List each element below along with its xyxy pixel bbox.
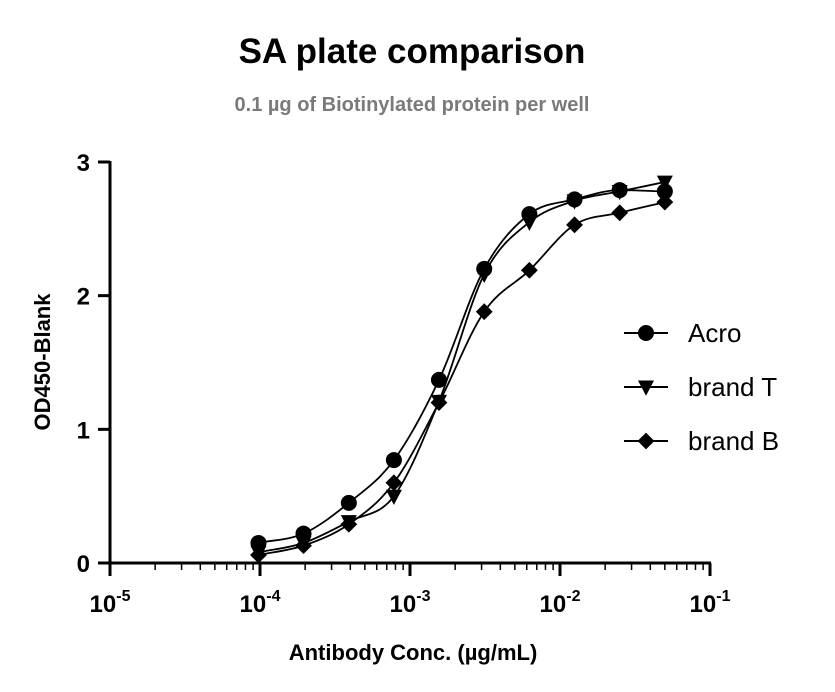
x-tick-exponent: -5: [116, 588, 130, 605]
legend-marker: [637, 432, 655, 450]
y-tick-label: 0: [77, 551, 90, 578]
data-point: [656, 193, 674, 211]
x-tick-base: 10: [690, 591, 717, 618]
chart-title: SA plate comparison: [239, 32, 586, 71]
data-point: [340, 515, 358, 533]
x-tick-base: 10: [240, 591, 267, 618]
data-points: [250, 175, 674, 564]
data-point: [656, 175, 673, 191]
fit-curve-brand-b: [258, 201, 666, 556]
x-tick-label: 10-1: [690, 588, 731, 618]
y-ticks: 0 1 2 3: [77, 150, 110, 578]
data-point: [656, 183, 673, 200]
x-tick-label: 10-2: [540, 588, 581, 618]
data-point: [430, 394, 448, 411]
x-tick-label: 10-4: [240, 588, 281, 618]
data-point: [520, 261, 538, 279]
legend-marker: [638, 380, 654, 396]
x-tick-exponent: -1: [716, 588, 730, 605]
x-tick-label: 10-3: [390, 588, 431, 618]
x-tick-base: 10: [90, 591, 117, 618]
fit-curve-acro: [258, 189, 665, 544]
legend: Acro brand T brand B: [624, 318, 779, 456]
data-point: [566, 216, 583, 234]
data-point: [476, 267, 493, 284]
chart-subtitle: 0.1 µg of Biotinylated protein per well: [235, 94, 590, 116]
plot-area: [250, 175, 674, 564]
legend-label: brand B: [688, 426, 779, 456]
legend-label: brand T: [688, 372, 777, 402]
y-tick-label: 3: [77, 150, 90, 177]
data-point: [566, 194, 583, 210]
fit-curves: [258, 181, 666, 556]
x-tick-base: 10: [390, 591, 417, 618]
x-ticks: 10-5 10-4 10-3 10-2 10-1: [90, 563, 731, 618]
data-point: [385, 489, 402, 505]
x-tick-label: 10-5: [90, 588, 131, 618]
data-point: [521, 215, 538, 231]
data-point: [611, 184, 628, 201]
data-point: [611, 204, 629, 222]
x-tick-exponent: -3: [416, 588, 430, 605]
x-tick-exponent: -2: [566, 588, 580, 605]
legend-label: Acro: [688, 318, 741, 348]
y-tick-label: 2: [77, 284, 90, 311]
y-axis-label: OD450-Blank: [30, 293, 55, 431]
data-point: [295, 537, 312, 555]
data-point: [385, 452, 402, 469]
fit-curve-brand-t: [258, 181, 665, 554]
x-tick-base: 10: [540, 591, 567, 618]
legend-marker: [638, 325, 654, 341]
data-point: [385, 474, 403, 492]
data-point: [250, 546, 267, 564]
y-tick-label: 1: [77, 417, 90, 444]
data-point: [340, 494, 357, 511]
x-tick-exponent: -4: [266, 588, 280, 605]
data-point: [430, 371, 447, 388]
x-axis-label: Antibody Conc. (µg/mL): [289, 640, 538, 665]
data-point: [475, 303, 493, 321]
